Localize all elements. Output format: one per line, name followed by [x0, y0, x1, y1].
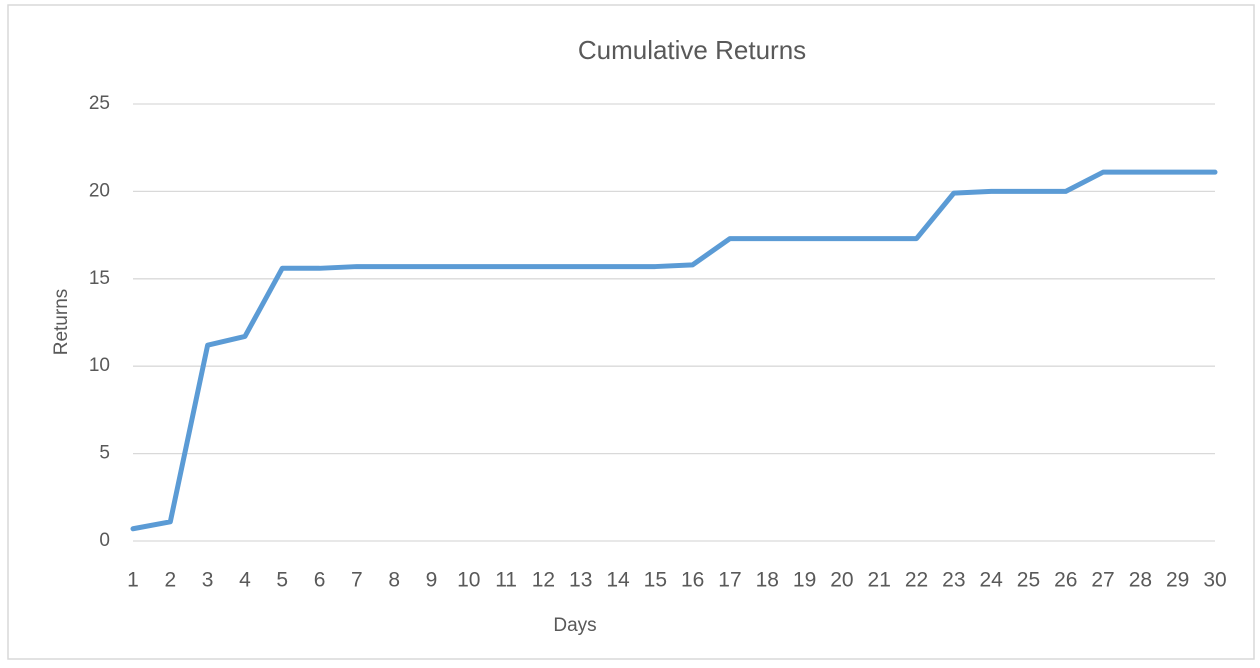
- y-tick-label: 20: [89, 180, 110, 201]
- x-tick-label: 7: [351, 569, 363, 592]
- y-tick-label: 10: [89, 355, 110, 376]
- x-tick-label: 1: [127, 569, 139, 592]
- x-tick-label: 18: [756, 569, 779, 592]
- x-tick-label: 16: [681, 569, 704, 592]
- x-tick-label: 20: [830, 569, 853, 592]
- x-tick-label: 29: [1166, 569, 1189, 592]
- x-tick-label: 2: [164, 569, 176, 592]
- x-axis-label: Days: [553, 615, 596, 636]
- x-tick-label: 25: [1017, 569, 1040, 592]
- y-tick-label: 0: [99, 530, 110, 551]
- x-tick-label: 3: [202, 569, 214, 592]
- x-tick-label: 13: [569, 569, 592, 592]
- x-tick-label: 21: [868, 569, 891, 592]
- y-tick-label: 25: [89, 93, 110, 114]
- chart-border: [7, 4, 1255, 660]
- x-tick-label: 17: [718, 569, 741, 592]
- x-tick-label: 30: [1203, 569, 1226, 592]
- y-tick-label: 15: [89, 268, 110, 289]
- x-tick-label: 28: [1129, 569, 1152, 592]
- x-tick-label: 23: [942, 569, 965, 592]
- x-tick-label: 15: [644, 569, 667, 592]
- x-tick-label: 11: [495, 569, 517, 592]
- x-tick-label: 10: [457, 569, 480, 592]
- x-tick-label: 19: [793, 569, 816, 592]
- x-tick-label: 4: [239, 569, 251, 592]
- x-tick-label: 14: [606, 569, 630, 592]
- y-axis-label: Returns: [51, 289, 72, 356]
- x-tick-label: 6: [314, 569, 326, 592]
- x-tick-label: 12: [532, 569, 555, 592]
- y-tick-label: 5: [99, 443, 110, 464]
- x-tick-label: 22: [905, 569, 928, 592]
- chart-title: Cumulative Returns: [578, 35, 806, 65]
- x-tick-label: 9: [426, 569, 438, 592]
- x-tick-label: 24: [979, 569, 1003, 592]
- x-tick-label: 8: [388, 569, 400, 592]
- x-tick-label: 5: [276, 569, 288, 592]
- x-tick-label: 27: [1091, 569, 1114, 592]
- x-tick-label: 26: [1054, 569, 1077, 592]
- data-line: [130, 169, 1218, 532]
